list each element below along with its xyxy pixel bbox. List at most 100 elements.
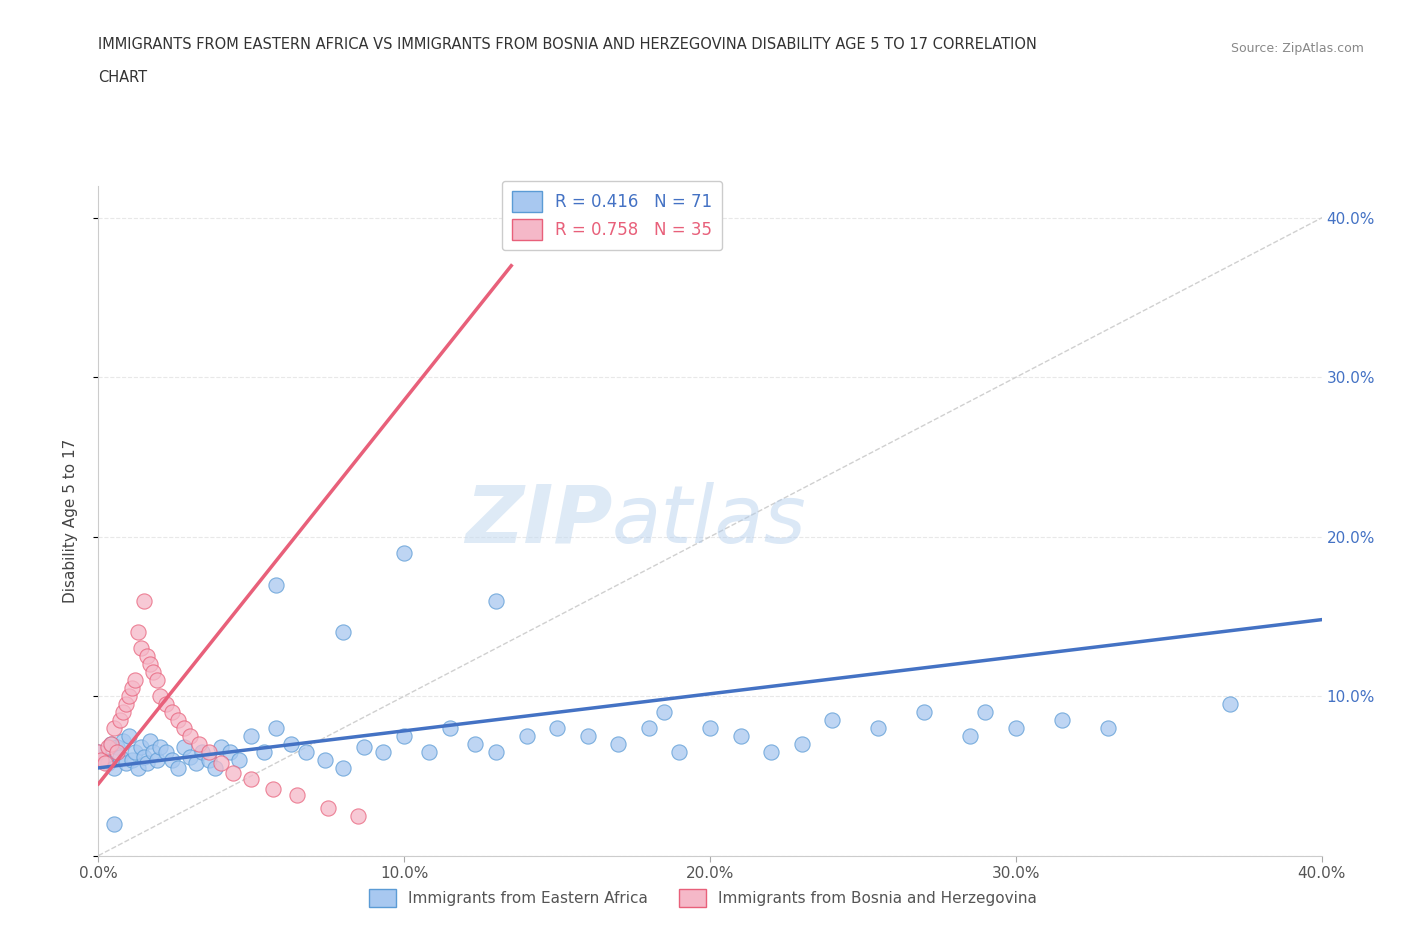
Point (209, 739, 232, 754)
Point (103, 761, 125, 776)
Point (652, 705, 675, 720)
Point (418, 745, 440, 760)
Point (167, 761, 190, 776)
Point (149, 689, 172, 704)
Point (264, 578, 287, 592)
Point (392, 545, 416, 560)
Point (173, 739, 195, 754)
Point (149, 739, 172, 754)
Point (186, 756, 208, 771)
Text: CHART: CHART (98, 70, 148, 85)
Point (332, 761, 354, 776)
Point (392, 728, 416, 743)
Point (93, 756, 115, 771)
Point (959, 728, 981, 743)
Legend: Immigrants from Eastern Africa, Immigrants from Bosnia and Herzegovina: Immigrants from Eastern Africa, Immigran… (363, 884, 1043, 913)
Point (295, 745, 318, 760)
Point (136, 756, 159, 771)
Text: atlas: atlas (612, 482, 807, 560)
Text: IMMIGRANTS FROM EASTERN AFRICA VS IMMIGRANTS FROM BOSNIA AND HERZEGOVINA DISABIL: IMMIGRANTS FROM EASTERN AFRICA VS IMMIGR… (98, 37, 1038, 52)
Point (129, 739, 152, 754)
Point (100, 737, 122, 751)
Point (280, 737, 302, 751)
Point (139, 657, 162, 671)
Point (145, 752, 167, 767)
Point (464, 737, 486, 751)
Legend: R = 0.416   N = 71, R = 0.758   N = 35: R = 0.416 N = 71, R = 0.758 N = 35 (502, 181, 723, 250)
Point (204, 761, 226, 776)
Point (87, 745, 110, 760)
Point (868, 721, 890, 736)
Point (179, 750, 201, 764)
Point (219, 745, 242, 760)
Point (105, 739, 128, 754)
Point (87, 745, 110, 760)
Point (264, 721, 287, 736)
Point (115, 697, 138, 711)
Point (139, 734, 162, 749)
Point (730, 728, 752, 743)
Point (103, 817, 125, 831)
Point (316, 801, 339, 816)
Point (1004, 721, 1026, 736)
Point (912, 705, 935, 720)
Point (115, 756, 138, 771)
Point (108, 750, 131, 764)
Point (821, 712, 844, 727)
Point (97, 756, 120, 771)
Point (155, 745, 177, 760)
Point (314, 752, 336, 767)
Point (974, 705, 997, 720)
Point (240, 728, 263, 743)
Point (668, 745, 690, 760)
Point (93, 752, 115, 767)
Point (485, 593, 508, 608)
Point (240, 772, 263, 787)
Point (134, 593, 156, 608)
Point (1219, 697, 1241, 711)
Point (790, 737, 813, 751)
Point (439, 721, 461, 736)
Point (134, 750, 156, 764)
Point (124, 672, 146, 687)
Point (118, 728, 141, 743)
Point (124, 745, 146, 760)
Point (332, 625, 354, 640)
Point (173, 721, 195, 736)
Point (228, 752, 250, 767)
Point (371, 745, 394, 760)
Point (759, 745, 782, 760)
Point (136, 649, 159, 664)
Point (127, 625, 149, 640)
Point (129, 641, 152, 656)
Point (111, 734, 134, 749)
Point (222, 765, 245, 780)
Point (121, 752, 143, 767)
Point (160, 705, 183, 720)
Point (188, 737, 211, 751)
Point (485, 745, 508, 760)
Point (127, 761, 149, 776)
Point (353, 739, 375, 754)
Point (111, 705, 134, 720)
Point (197, 745, 219, 760)
Point (142, 745, 165, 760)
Point (209, 756, 232, 771)
Point (90, 752, 112, 767)
Point (262, 781, 284, 796)
Point (145, 672, 167, 687)
Point (108, 712, 131, 727)
Text: ZIP: ZIP (465, 482, 612, 560)
Point (285, 788, 308, 803)
Point (118, 689, 141, 704)
Point (252, 745, 274, 760)
Point (347, 808, 370, 823)
Point (516, 728, 538, 743)
Point (1050, 712, 1073, 727)
Point (97, 739, 120, 754)
Point (607, 737, 630, 751)
Point (179, 728, 201, 743)
Point (105, 745, 128, 760)
Point (576, 728, 599, 743)
Point (155, 697, 177, 711)
